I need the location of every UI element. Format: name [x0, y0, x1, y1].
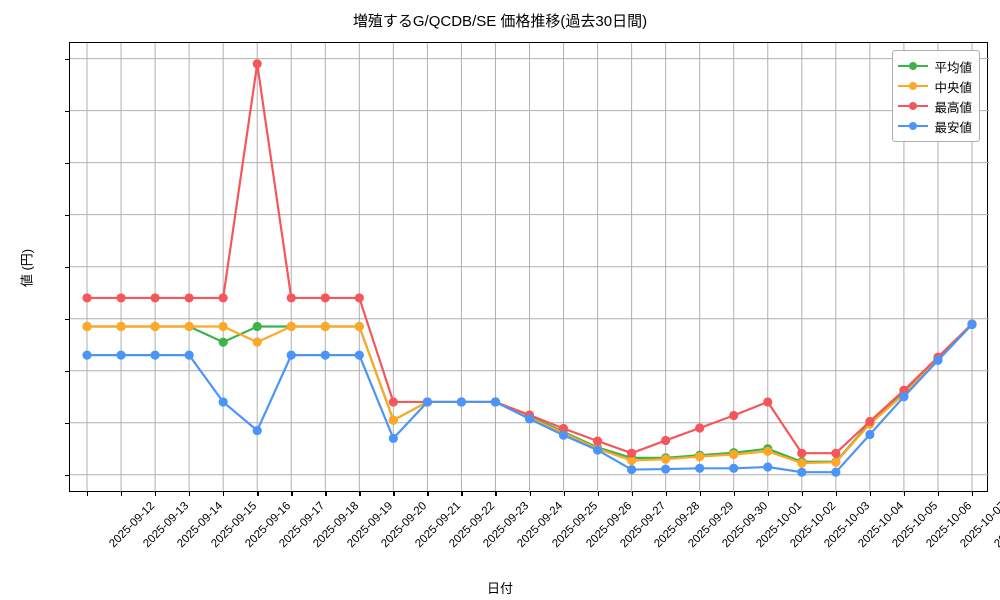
x-tick-mark: [869, 491, 872, 496]
x-tick-mark: [291, 491, 293, 496]
legend-label: 最安値: [934, 120, 972, 135]
x-tick-mark: [563, 491, 565, 496]
x-tick-mark: [733, 491, 736, 496]
page-title: 増殖するG/QCDB/SE 価格推移(過去30日間): [352, 13, 648, 30]
y-axis-label: 値 (円): [19, 248, 35, 288]
series-3: [82, 319, 977, 477]
legend-item-1[interactable]: 中央値: [898, 76, 972, 96]
legend-item-3[interactable]: 最安値: [898, 116, 972, 136]
y-tick-mark: [65, 266, 70, 268]
data-series-layer: [82, 59, 977, 477]
legend-item-2[interactable]: 最高値: [898, 96, 972, 116]
legend-label: 平均値: [934, 60, 972, 75]
legend-marker-icon: [898, 79, 929, 93]
y-tick-mark: [65, 214, 70, 216]
x-tick-mark: [427, 491, 429, 496]
x-tick-mark: [121, 491, 123, 496]
y-tick-mark: [65, 110, 70, 112]
x-tick-mark: [393, 491, 395, 496]
x-tick-mark: [699, 491, 701, 496]
x-tick-mark: [937, 491, 940, 496]
legend-item-0[interactable]: 平均値: [898, 56, 972, 76]
x-tick-mark: [903, 491, 906, 496]
x-tick-mark: [189, 491, 191, 496]
x-tick-mark: [155, 491, 157, 496]
x-axis-label: 日付: [486, 581, 513, 596]
y-tick-mark: [65, 474, 70, 477]
y-tick-mark: [65, 162, 70, 164]
x-tick-mark: [801, 491, 804, 496]
x-tick-mark: [223, 491, 225, 496]
x-tick-mark: [359, 491, 361, 496]
x-tick-mark: [87, 491, 89, 496]
legend-label: 最高値: [934, 100, 972, 115]
x-tick-mark: [665, 491, 667, 496]
y-tick-mark: [65, 318, 70, 321]
y-tick-mark: [65, 58, 70, 60]
x-tick-mark: [257, 491, 259, 496]
x-tick-mark: [495, 491, 497, 496]
x-tick-mark: [631, 491, 633, 496]
chart-legend: 平均値中央値最高値最安値: [892, 50, 980, 142]
legend-marker-icon: [898, 59, 929, 73]
x-tick-mark: [529, 491, 531, 496]
x-tick-mark: [461, 491, 463, 496]
x-tick-mark: [971, 491, 974, 496]
plot-area: 値 (円) 400600800100012001400160018002000 …: [20, 42, 989, 496]
legend-marker-icon: [898, 119, 929, 133]
x-tick-mark: [767, 491, 770, 496]
legend-label: 中央値: [934, 80, 972, 95]
x-tick-mark: [325, 491, 327, 496]
series-2: [82, 59, 977, 458]
y-tick-mark: [65, 370, 70, 373]
x-tick-mark: [835, 491, 838, 496]
y-tick-mark: [65, 422, 70, 425]
x-tick-mark: [597, 491, 599, 496]
legend-marker-icon: [898, 99, 929, 113]
